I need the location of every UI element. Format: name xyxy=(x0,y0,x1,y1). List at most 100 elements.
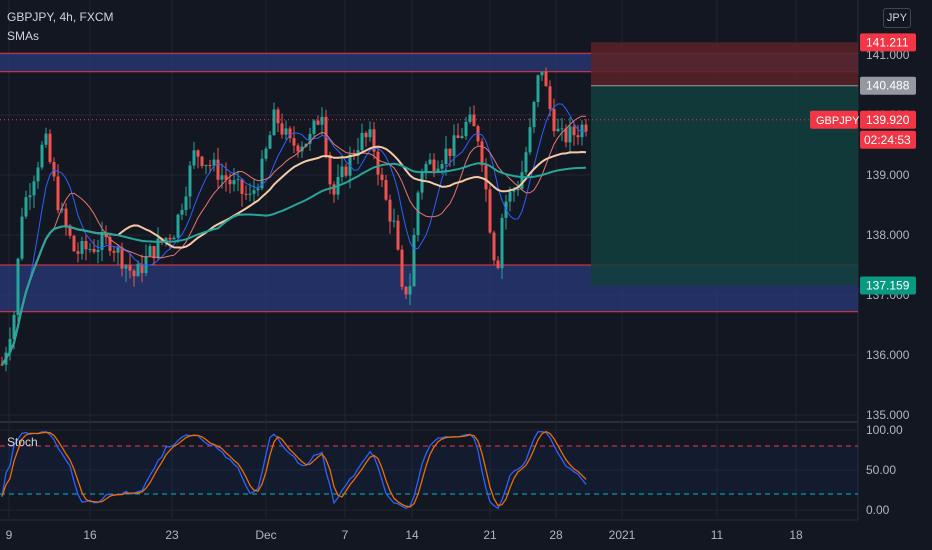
candle-body xyxy=(200,156,204,167)
candle-body xyxy=(92,248,96,253)
candle-body xyxy=(240,179,244,194)
candle-body xyxy=(20,216,24,259)
stoch-tick-label: 100.00 xyxy=(866,423,903,437)
candle-body xyxy=(204,165,208,167)
price-label-139.920: 139.920 xyxy=(866,113,910,127)
candle-body xyxy=(264,148,268,159)
candle-body xyxy=(80,241,84,254)
candle-body xyxy=(136,263,140,277)
candle-body xyxy=(332,184,336,195)
candle-body xyxy=(276,109,280,124)
price-label-bg xyxy=(860,276,916,295)
time-tick-7: 7 xyxy=(342,528,349,542)
candle-body xyxy=(560,128,564,130)
indicator-label[interactable]: SMAs xyxy=(7,29,40,43)
candle-body xyxy=(44,133,48,145)
candle-body xyxy=(12,314,16,339)
candle-body xyxy=(516,188,520,191)
candle-body xyxy=(424,163,428,172)
candle-body xyxy=(56,176,60,211)
candle-body xyxy=(296,145,300,152)
candle-body xyxy=(408,286,412,295)
stoch-band xyxy=(0,446,858,494)
bar-countdown: 02:24:53 xyxy=(864,133,911,147)
currency-button[interactable]: JPY xyxy=(883,8,911,28)
candle-body xyxy=(288,128,292,139)
candle-body xyxy=(584,124,588,132)
candle-body xyxy=(344,166,348,176)
sma-line-1 xyxy=(1,103,586,365)
candle-body xyxy=(116,247,120,253)
candle-body xyxy=(208,165,212,167)
candle-body xyxy=(48,133,52,163)
candle-body xyxy=(468,114,472,122)
candle-body xyxy=(484,165,488,190)
time-tick-14: 14 xyxy=(405,528,419,542)
symbol-tag-bg xyxy=(810,110,858,129)
price-label-bg xyxy=(860,76,916,95)
candle-body xyxy=(72,235,76,252)
candle-body xyxy=(252,190,256,194)
candle-body xyxy=(228,179,232,185)
price-tick-label: 135.000 xyxy=(866,408,910,422)
stoch-line-d xyxy=(1,430,587,508)
candle-body xyxy=(492,232,496,261)
candle-body xyxy=(16,258,20,315)
candle-body xyxy=(544,71,548,87)
candle-body xyxy=(164,237,168,242)
candle-body xyxy=(152,246,156,258)
price-label-bg xyxy=(860,33,916,52)
candle-body xyxy=(248,193,252,195)
sma-line-2 xyxy=(1,115,587,365)
candle-body xyxy=(128,265,132,271)
candle-body xyxy=(224,175,228,180)
symbol-title[interactable]: GBPJPY, 4h, FXCM xyxy=(7,10,114,24)
position-stop-area xyxy=(591,42,858,86)
candle-body xyxy=(368,129,372,138)
candle-body xyxy=(168,237,172,240)
candle-body xyxy=(328,154,332,185)
candle-body xyxy=(392,220,396,222)
candle-body xyxy=(0,364,4,366)
candle-body xyxy=(176,214,180,238)
candle-body xyxy=(132,270,136,277)
candle-body xyxy=(548,86,552,110)
candle-body xyxy=(60,208,64,211)
candle-body xyxy=(412,235,416,287)
candle-body xyxy=(372,129,376,152)
candle-body xyxy=(124,265,128,269)
candle-body xyxy=(444,148,448,165)
candle-body xyxy=(180,209,184,215)
candle-body xyxy=(376,151,380,175)
candle-body xyxy=(28,195,32,198)
candle-body xyxy=(340,166,344,178)
candle-body xyxy=(360,132,364,151)
price-label-bg xyxy=(860,110,916,129)
stoch-label[interactable]: Stoch xyxy=(7,435,38,449)
candle-body xyxy=(324,116,328,155)
candle-body xyxy=(196,150,200,157)
candle-body xyxy=(96,249,100,253)
candle-body xyxy=(432,159,436,172)
candle-body xyxy=(540,71,544,76)
candle-body xyxy=(172,237,176,240)
candle-body xyxy=(384,180,388,200)
symbol-tag: GBPJPY xyxy=(816,115,860,127)
candle-body xyxy=(420,171,424,193)
candle-body xyxy=(280,123,284,135)
candle-body xyxy=(452,135,456,156)
stoch-tick-label: 0.00 xyxy=(866,503,890,517)
sma-line-4 xyxy=(1,162,587,366)
candle-body xyxy=(404,286,408,295)
time-tick-9: 9 xyxy=(6,528,13,542)
candle-body xyxy=(40,144,44,168)
candle-body xyxy=(120,247,124,269)
candle-body xyxy=(24,197,28,217)
candle-body xyxy=(316,120,320,125)
candle-body xyxy=(448,148,452,156)
candle-body xyxy=(436,168,440,172)
candle-body xyxy=(440,164,444,169)
candle-body xyxy=(532,102,536,128)
price-label-140.488: 140.488 xyxy=(866,79,910,93)
